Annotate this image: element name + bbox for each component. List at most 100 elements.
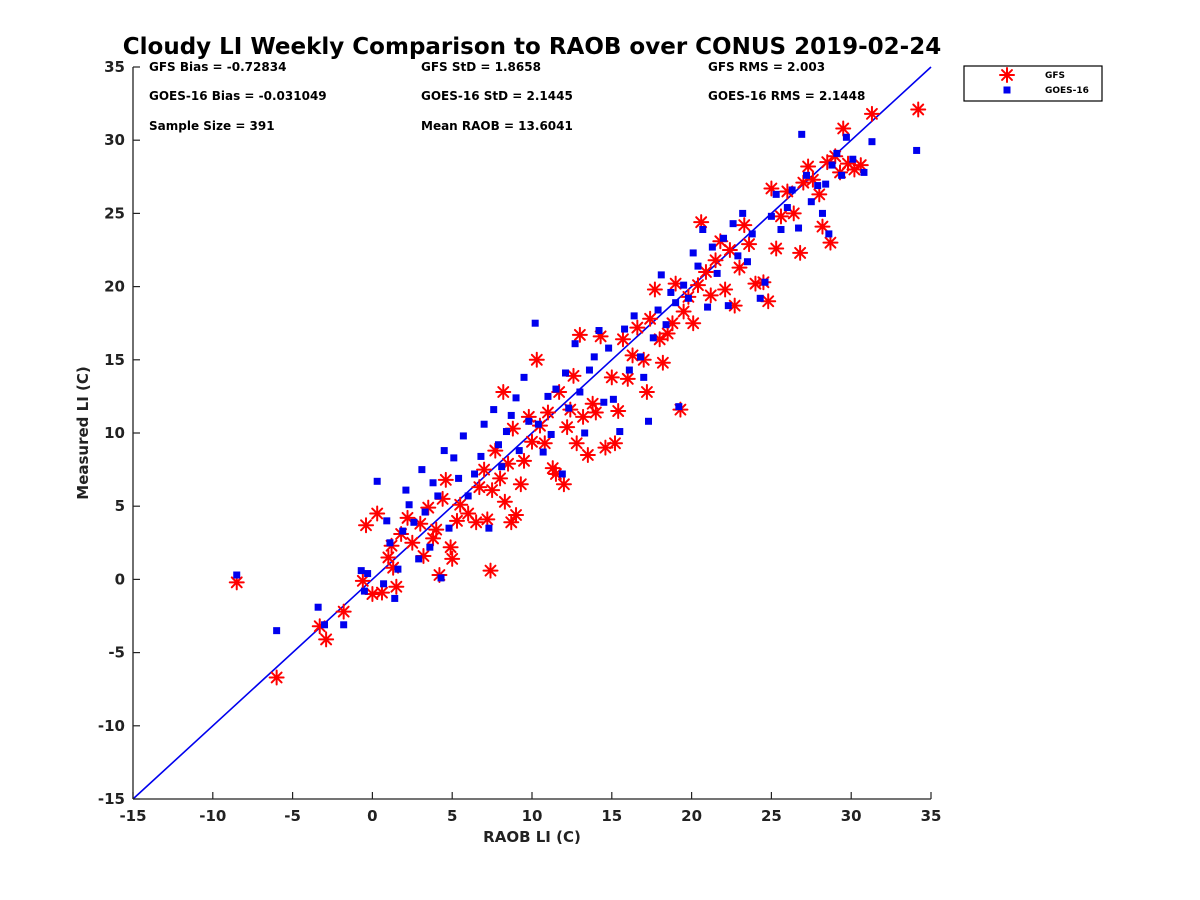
goes16-point bbox=[684, 294, 692, 302]
series-goes16 bbox=[233, 130, 921, 635]
goes16-point bbox=[233, 571, 241, 579]
goes16-point bbox=[437, 574, 445, 582]
gfs-point bbox=[492, 470, 509, 487]
goes16-point bbox=[798, 130, 806, 138]
goes16-point bbox=[507, 411, 515, 419]
goes16-point bbox=[531, 319, 539, 327]
gfs-point bbox=[528, 351, 545, 368]
goes16-point bbox=[445, 524, 453, 532]
gfs-point bbox=[721, 242, 738, 258]
gfs-point bbox=[479, 511, 496, 528]
gfs-point bbox=[642, 310, 659, 327]
gfs-point bbox=[707, 252, 724, 269]
goes16-point bbox=[364, 570, 372, 578]
goes16-point bbox=[708, 243, 716, 251]
y-tick-label: 20 bbox=[104, 278, 125, 296]
gfs-point bbox=[524, 433, 540, 450]
x-tick-label: 35 bbox=[921, 807, 942, 825]
gfs-point bbox=[373, 584, 390, 601]
goes16-point bbox=[645, 417, 653, 425]
gfs-point bbox=[610, 403, 627, 420]
gfs-point bbox=[335, 603, 352, 620]
x-tick-label: 0 bbox=[367, 807, 377, 825]
annotation-goes-bias: GOES-16 Bias = -0.031049 bbox=[149, 89, 327, 103]
goes16-point bbox=[662, 321, 670, 329]
y-tick-label: 30 bbox=[104, 131, 125, 149]
gfs-point bbox=[565, 367, 582, 384]
goes16-point bbox=[842, 133, 850, 141]
goes16-point bbox=[426, 543, 434, 551]
gfs-point bbox=[434, 490, 451, 507]
gfs-point bbox=[428, 521, 445, 538]
gfs-point bbox=[910, 101, 927, 118]
goes16-point bbox=[600, 398, 608, 406]
goes16-point bbox=[471, 470, 479, 478]
goes16-point bbox=[675, 403, 683, 411]
gfs-point bbox=[555, 476, 572, 493]
goes16-point bbox=[814, 182, 822, 190]
goes16-point bbox=[729, 220, 737, 228]
x-tick-label: 10 bbox=[522, 807, 543, 825]
goes16-point bbox=[525, 417, 533, 425]
gfs-point bbox=[468, 514, 485, 531]
legend-asterisk-icon bbox=[999, 67, 1015, 83]
goes16-point bbox=[273, 627, 281, 635]
gfs-point bbox=[539, 404, 556, 421]
goes16-point bbox=[383, 517, 391, 525]
x-tick-label: 20 bbox=[681, 807, 702, 825]
goes16-point bbox=[485, 524, 493, 532]
goes16-point bbox=[772, 190, 780, 198]
goes16-point bbox=[547, 430, 555, 438]
goes16-point bbox=[539, 448, 547, 456]
goes16-point bbox=[415, 555, 423, 563]
goes16-point bbox=[609, 395, 617, 403]
gfs-point bbox=[646, 281, 663, 298]
goes16-point bbox=[565, 404, 573, 412]
goes16-point bbox=[680, 281, 688, 289]
gfs-point bbox=[516, 452, 533, 469]
goes16-point bbox=[694, 262, 702, 270]
gfs-point bbox=[606, 435, 623, 452]
gfs-point bbox=[448, 512, 465, 529]
gfs-point bbox=[442, 539, 459, 556]
y-tick-label: -5 bbox=[108, 644, 125, 662]
goes16-point bbox=[724, 302, 732, 310]
y-tick-label: -15 bbox=[98, 790, 125, 808]
goes16-point bbox=[649, 334, 657, 342]
x-axis-label: RAOB LI (C) bbox=[483, 828, 581, 846]
goes16-point bbox=[520, 373, 528, 381]
gfs-point bbox=[495, 384, 512, 401]
goes16-point bbox=[667, 288, 675, 296]
gfs-point bbox=[482, 562, 499, 579]
legend-box bbox=[963, 65, 1103, 102]
gfs-point bbox=[768, 240, 785, 257]
legend-square-icon bbox=[1003, 86, 1011, 94]
goes16-point bbox=[405, 501, 413, 509]
goes16-point bbox=[429, 479, 437, 487]
goes16-point bbox=[512, 394, 520, 402]
gfs-point bbox=[811, 186, 828, 203]
legend-marker-goes16 bbox=[1003, 86, 1011, 94]
gfs-point bbox=[685, 315, 702, 332]
gfs-point bbox=[675, 303, 692, 320]
y-tick-label: 25 bbox=[104, 204, 125, 222]
gfs-point bbox=[369, 505, 386, 522]
goes16-point bbox=[720, 234, 728, 242]
x-tick-label: 30 bbox=[841, 807, 862, 825]
x-tick-label: -15 bbox=[119, 807, 146, 825]
goes16-point bbox=[314, 603, 322, 611]
goes16-point bbox=[807, 198, 815, 206]
goes16-point bbox=[788, 186, 796, 194]
goes16-point bbox=[494, 441, 502, 449]
goes16-point bbox=[654, 306, 662, 314]
goes16-point bbox=[391, 594, 399, 602]
goes16-point bbox=[616, 428, 624, 436]
goes16-point bbox=[803, 171, 811, 179]
goes16-point bbox=[534, 420, 542, 428]
gfs-point bbox=[318, 631, 335, 648]
gfs-point bbox=[444, 550, 461, 567]
gfs-point bbox=[792, 244, 809, 261]
gfs-point bbox=[508, 506, 525, 523]
goes16-point bbox=[625, 366, 633, 374]
goes16-point bbox=[630, 312, 638, 320]
